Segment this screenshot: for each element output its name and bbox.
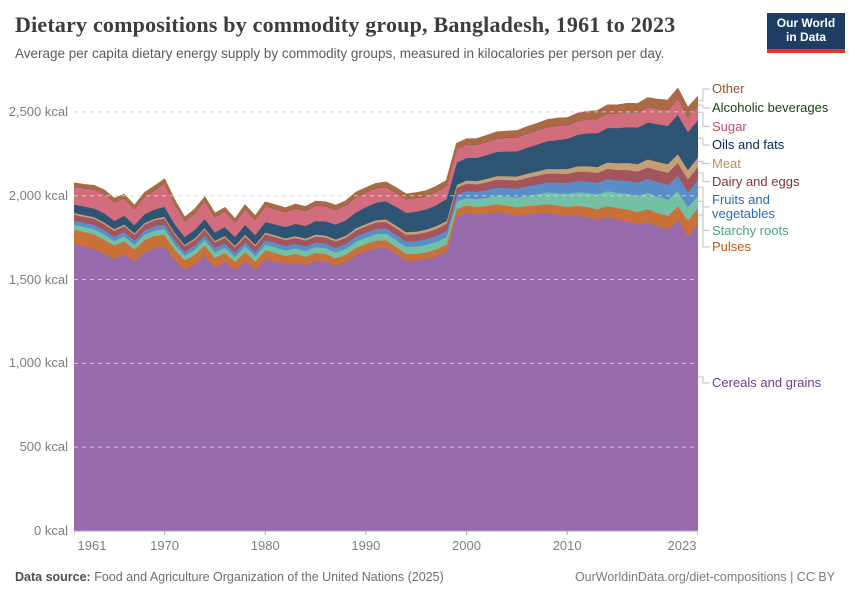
legend-connector-fruits-and-vegetables (698, 186, 710, 208)
y-tick-label-2000: 2,000 kcal (8, 187, 68, 203)
footer-link[interactable]: OurWorldinData.org/diet-compositions | C… (574, 570, 835, 584)
x-tick-label-2010: 2010 (552, 538, 582, 553)
x-tick-label-2000: 2000 (452, 538, 481, 553)
legend-connector-dairy-and-eggs (698, 172, 710, 183)
datasource-label: Data source: (15, 570, 91, 584)
x-tick-label-1961: 1961 (77, 538, 107, 553)
legend-connector-starchy-roots (698, 200, 710, 232)
chart-subtitle: Average per capita dietary energy supply… (15, 46, 665, 61)
legend-connector-other (698, 88, 710, 102)
legend-connector-sugar (698, 111, 710, 128)
x-tick-label-1970: 1970 (150, 538, 180, 553)
legend-label-starchy-roots[interactable]: Starchy roots (712, 222, 789, 238)
legend-label-fruits-and-vegetables[interactable]: Fruits and vegetables (712, 192, 775, 221)
legend-connector-cereals-and-grains (698, 376, 710, 384)
legend-label-cereals-and-grains[interactable]: Cereals and grains (712, 375, 822, 390)
chart-title: Dietary compositions by commodity group,… (15, 12, 676, 37)
area-other[interactable] (74, 87, 698, 223)
legend-label-pulses[interactable]: Pulses (712, 239, 752, 254)
legend-label-alcoholic-beverages[interactable]: Alcoholic beverages (712, 100, 829, 115)
legend-label-dairy-and-eggs[interactable]: Dairy and eggs (712, 173, 800, 189)
owid-logo[interactable]: Our World in Data (767, 13, 845, 53)
y-tick-label-1500: 1,500 kcal (8, 271, 68, 287)
x-tick-label-1980: 1980 (250, 538, 280, 553)
stacked-area-plot[interactable] (74, 84, 698, 536)
legend-label-sugar[interactable]: Sugar (712, 118, 747, 134)
legend-connector-meat (698, 160, 710, 165)
legend-label-meat[interactable]: Meat (712, 155, 741, 171)
legend-connector-oils-and-fats (698, 137, 710, 146)
datasource-text: Food and Agriculture Organization of the… (94, 570, 444, 584)
y-tick-label-1000: 1,000 kcal (8, 355, 68, 371)
owid-logo-line1: Our World (776, 16, 836, 30)
legend-connector-pulses (698, 214, 710, 248)
area-cereals-and-grains[interactable] (74, 211, 698, 532)
legend-label-other[interactable]: Other (712, 81, 745, 96)
y-tick-label-2500: 2,500 kcal (8, 103, 68, 119)
y-tick-label-500: 500 kcal (19, 439, 68, 455)
x-tick-label-1990: 1990 (351, 538, 381, 553)
legend-connector-alcoholic-beverages (698, 104, 710, 109)
owid-logo-line2: in Data (785, 30, 826, 44)
footer-datasource: Data source: Food and Agriculture Organi… (15, 570, 444, 584)
y-tick-label-0: 0 kcal (34, 523, 68, 538)
x-tick-label-2023: 2023 (667, 538, 697, 553)
legend-label-oils-and-fats[interactable]: Oils and fats (712, 137, 785, 152)
